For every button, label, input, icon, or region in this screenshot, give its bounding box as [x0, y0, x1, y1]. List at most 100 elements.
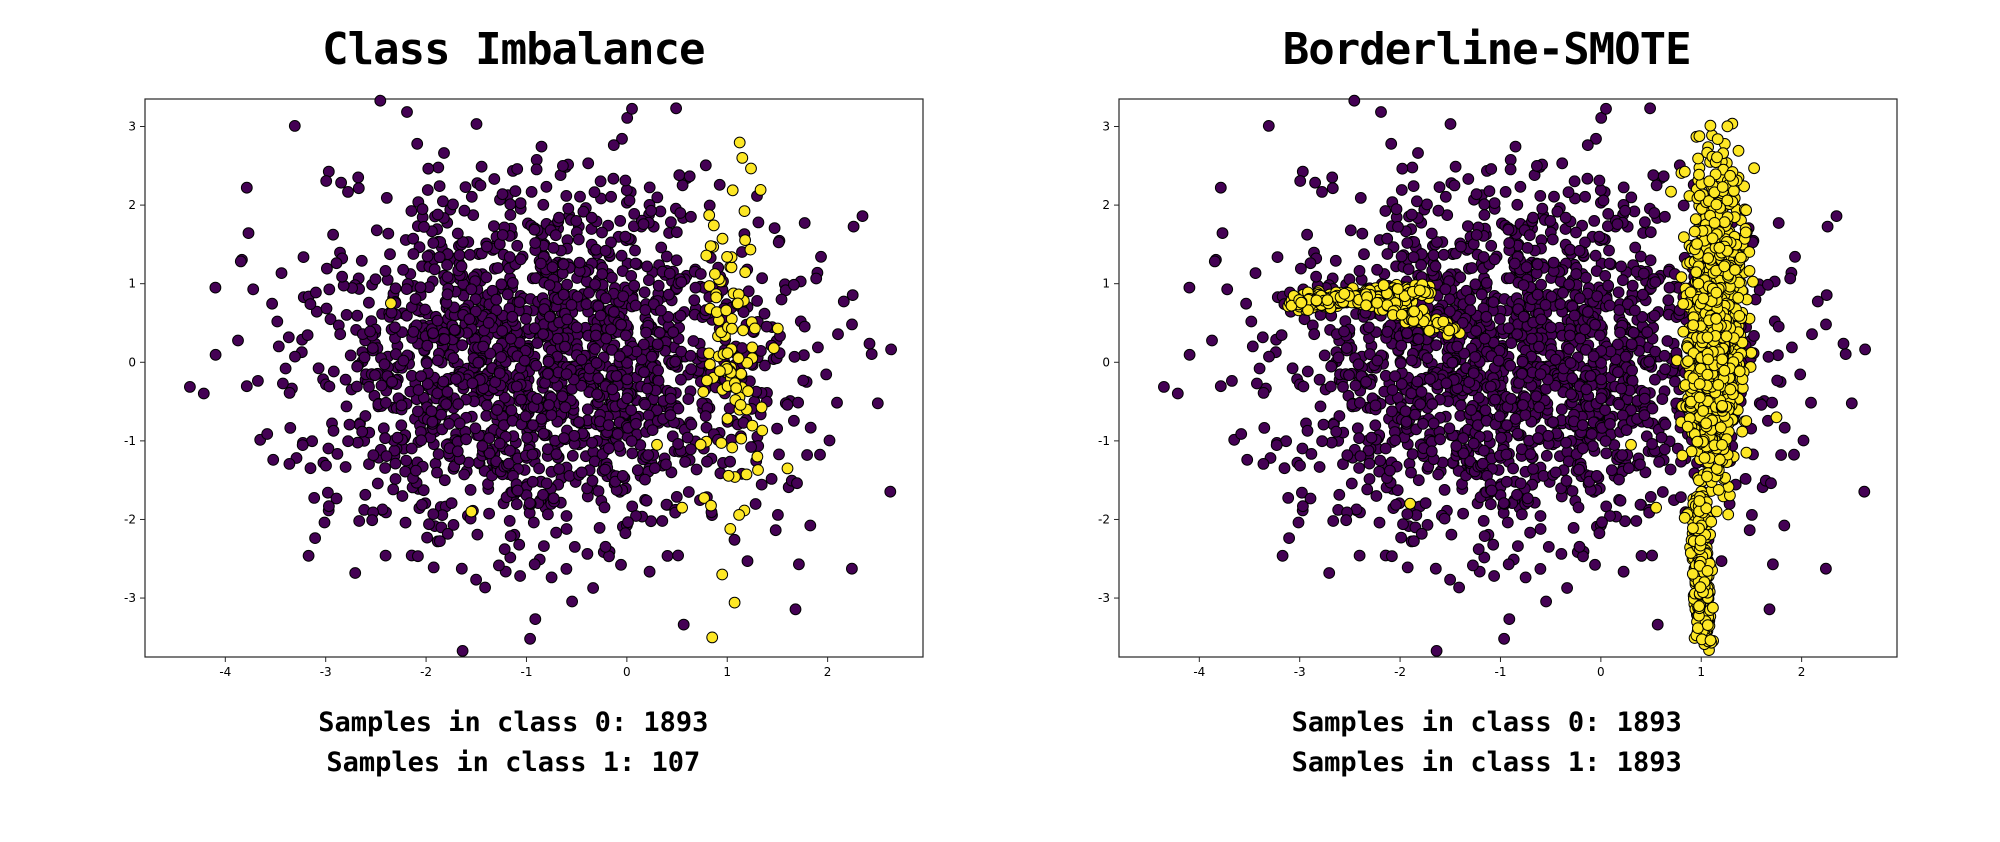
data-point: [771, 422, 784, 435]
data-point: [1275, 329, 1288, 342]
data-point: [519, 354, 531, 367]
data-point: [1778, 519, 1790, 532]
data-point: [1614, 260, 1627, 273]
data-point: [672, 402, 685, 415]
data-point: [419, 303, 432, 316]
data-point: [1438, 512, 1451, 525]
data-point: [739, 266, 752, 279]
data-point: [1530, 160, 1543, 172]
data-point: [340, 400, 353, 413]
data-point: [606, 383, 619, 396]
data-point: [1566, 485, 1579, 498]
data-point: [1402, 263, 1415, 276]
data-point: [494, 367, 506, 380]
data-point: [1576, 419, 1589, 432]
data-point: [235, 255, 248, 268]
data-point: [576, 353, 588, 366]
data-point: [1599, 102, 1612, 115]
x-tick-label: 1: [1697, 665, 1705, 679]
data-point: [494, 437, 506, 450]
data-point: [327, 424, 340, 437]
data-point: [1333, 410, 1345, 422]
data-point: [1647, 169, 1659, 182]
data-point: [1225, 375, 1238, 387]
data-point: [1480, 310, 1492, 323]
data-point: [594, 522, 606, 534]
data-point: [1559, 211, 1572, 224]
data-point: [665, 392, 677, 405]
data-point: [1388, 370, 1401, 383]
data-point: [422, 250, 434, 263]
series-class-1-oversampled: [1281, 117, 1783, 656]
data-point: [1549, 379, 1561, 392]
data-point: [1594, 373, 1607, 386]
data-point: [1477, 515, 1490, 527]
data-point: [673, 169, 686, 182]
data-point: [309, 532, 322, 545]
data-point: [735, 399, 747, 411]
data-point: [379, 432, 392, 445]
data-point: [654, 326, 666, 339]
data-point: [1326, 182, 1339, 195]
data-point: [524, 632, 537, 645]
data-point: [421, 357, 434, 370]
data-point: [1587, 214, 1600, 227]
data-point: [660, 458, 673, 471]
data-point: [1568, 175, 1581, 188]
data-point: [1214, 380, 1227, 393]
data-point: [625, 404, 638, 417]
data-point: [496, 325, 509, 337]
data-point: [1511, 198, 1523, 211]
data-point: [529, 237, 542, 249]
data-point: [1411, 375, 1423, 388]
data-point: [1415, 527, 1428, 540]
data-point: [1437, 248, 1450, 261]
data-point: [1419, 497, 1432, 510]
data-point: [546, 571, 558, 584]
data-point: [848, 220, 860, 233]
data-point: [1373, 454, 1386, 467]
data-point: [683, 486, 696, 498]
data-point: [801, 449, 814, 461]
data-point: [724, 455, 737, 468]
data-point: [452, 227, 465, 240]
data-point: [1469, 325, 1482, 337]
data-point: [745, 162, 758, 175]
data-point: [483, 432, 496, 445]
data-point: [1427, 417, 1440, 430]
data-point: [1446, 356, 1458, 369]
data-point: [476, 160, 488, 173]
data-point: [1488, 393, 1501, 406]
data-point: [557, 160, 570, 172]
data-point: [442, 527, 455, 540]
data-point: [661, 550, 674, 562]
data-point: [1400, 327, 1413, 340]
data-point: [1619, 350, 1632, 363]
data-point: [273, 340, 286, 353]
data-point: [589, 278, 602, 291]
data-point: [1332, 351, 1345, 364]
data-point: [805, 421, 817, 434]
data-point: [1573, 244, 1586, 257]
data-point: [410, 464, 423, 477]
data-point: [533, 462, 546, 475]
data-point: [359, 488, 372, 501]
data-point: [1294, 262, 1307, 275]
data-point: [1318, 349, 1331, 362]
data-point: [1637, 267, 1650, 280]
data-point: [1819, 562, 1832, 575]
data-point: [685, 363, 698, 376]
data-point: [1391, 484, 1404, 497]
data-point: [603, 442, 616, 455]
data-point: [1648, 309, 1661, 322]
chart-borderline-smote: Borderline-SMOTE -4 -3 -2 -1 0 1 2 -3 -2 -1 0 1 2 3 S…: [1027, 18, 1947, 783]
data-point: [1246, 340, 1259, 353]
data-point: [1500, 419, 1513, 432]
data-point: [1628, 304, 1641, 317]
data-point: [427, 327, 440, 340]
data-point: [1510, 328, 1523, 341]
data-point: [351, 360, 364, 373]
data-point: [464, 248, 477, 261]
data-point: [1240, 453, 1253, 466]
data-point: [838, 295, 851, 308]
